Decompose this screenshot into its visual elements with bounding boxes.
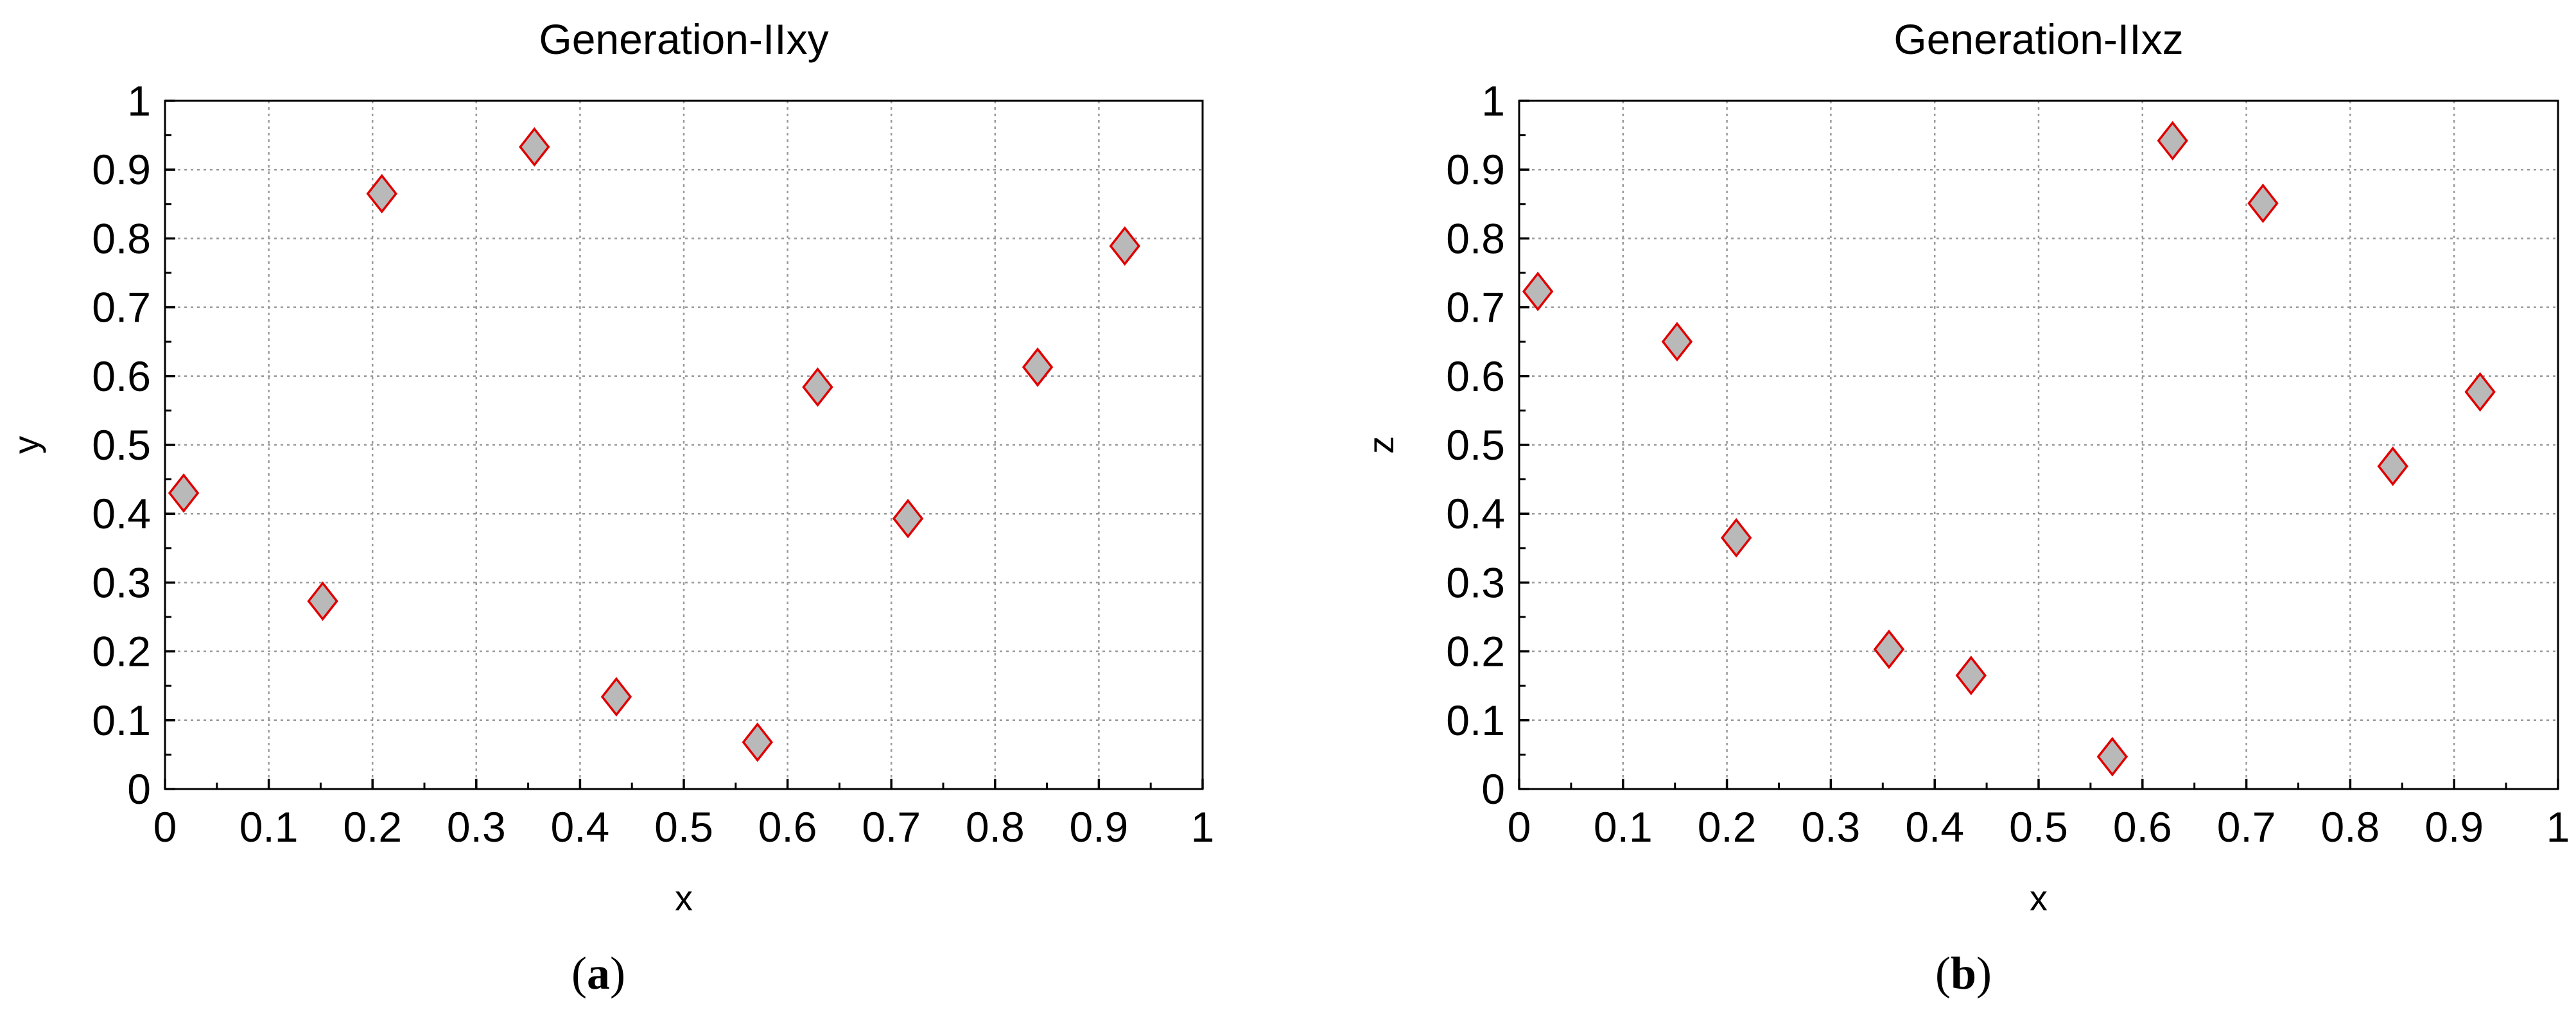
y-tick-label: 0.2 <box>1446 628 1505 675</box>
x-tick-label: 0.1 <box>239 803 299 851</box>
x-tick-label: 1 <box>2546 803 2570 851</box>
grid <box>1519 101 2558 789</box>
y-tick-label: 0.3 <box>1446 559 1505 606</box>
y-tick-label: 0.4 <box>1446 490 1505 537</box>
y-tick-label: 0.5 <box>1446 421 1505 469</box>
y-tick-labels: 0 0.1 0.2 0.3 0.4 0.5 0.6 0.7 0.8 0.9 1 <box>92 77 151 813</box>
data-point <box>2464 372 2496 412</box>
x-tick-label: 0.2 <box>343 803 402 851</box>
y-tick-label: 0.8 <box>1446 214 1505 262</box>
x-tick-label: 0.5 <box>2009 803 2068 851</box>
y-tick-label: 0.2 <box>92 628 151 675</box>
x-tick-label: 0.3 <box>447 803 506 851</box>
x-axis-label: x <box>675 878 693 918</box>
chart-title: Generation-IIxz <box>1893 15 2183 63</box>
x-tick-label: 0 <box>1508 803 1531 851</box>
data-point <box>742 722 773 762</box>
y-tick-label: 0.6 <box>92 352 151 400</box>
panel-caption: (b) <box>1935 948 1992 999</box>
data-point <box>168 473 200 513</box>
data-points <box>1522 121 2496 777</box>
panel-a: Generation-IIxy 0 0.1 0.2 0.3 0.4 0.5 0.6 0.7 0.… <box>6 15 1214 999</box>
x-tick-label: 1 <box>1191 803 1215 851</box>
x-tick-label: 0.8 <box>966 803 1025 851</box>
y-axis-label: y <box>6 436 46 454</box>
data-point <box>600 677 632 717</box>
y-tick-label: 1 <box>1481 77 1505 125</box>
plot-frame <box>1518 100 2559 790</box>
data-point <box>2377 446 2408 487</box>
data-point <box>519 126 550 167</box>
x-tick-label: 0.1 <box>1594 803 1653 851</box>
data-point <box>1022 347 1054 387</box>
y-tick-label: 0.9 <box>92 146 151 193</box>
x-tick-label: 0.4 <box>551 803 610 851</box>
grid <box>165 101 1203 789</box>
y-axis-label: z <box>1361 436 1401 454</box>
x-tick-labels: 0 0.1 0.2 0.3 0.4 0.5 0.6 0.7 0.8 0.9 1 <box>1508 803 2570 851</box>
y-tick-label: 0.4 <box>92 490 151 537</box>
y-tick-label: 0.8 <box>92 214 151 262</box>
x-tick-label: 0.5 <box>654 803 713 851</box>
y-tick-label: 0.7 <box>1446 284 1505 331</box>
panel-caption-letter: a <box>587 948 610 999</box>
x-tick-label: 0.2 <box>1698 803 1757 851</box>
x-tick-label: 0.6 <box>758 803 817 851</box>
y-tick-label: 0.7 <box>92 284 151 331</box>
y-tick-label: 0.9 <box>1446 146 1505 193</box>
x-tick-label: 0.9 <box>1070 803 1129 851</box>
panel-caption-letter: b <box>1951 948 1976 999</box>
x-tick-label: 0.7 <box>2217 803 2276 851</box>
x-tick-label: 0.6 <box>2113 803 2172 851</box>
y-tick-label: 0.1 <box>92 697 151 744</box>
y-tick-label: 0 <box>1481 765 1505 813</box>
x-tick-label: 0.3 <box>1802 803 1861 851</box>
panel-b: Generation-IIxz 0 0.1 0.2 0.3 0.4 0.5 0.6 0.7 0.… <box>1361 15 2570 999</box>
y-tick-label: 0 <box>127 765 151 813</box>
data-point <box>2247 183 2279 223</box>
data-point <box>1873 629 1905 670</box>
x-tick-label: 0.8 <box>2321 803 2380 851</box>
data-point <box>1522 272 1554 311</box>
data-point <box>1955 655 1987 695</box>
y-tick-label: 0.1 <box>1446 697 1505 744</box>
x-tick-labels: 0 0.1 0.2 0.3 0.4 0.5 0.6 0.7 0.8 0.9 1 <box>153 803 1215 851</box>
x-tick-label: 0.9 <box>2424 803 2484 851</box>
panel-caption: (a) <box>571 948 625 999</box>
chart-title: Generation-IIxy <box>539 15 828 63</box>
data-point <box>2157 121 2188 161</box>
data-point <box>2096 736 2128 777</box>
data-point <box>802 367 833 407</box>
y-tick-label: 0.5 <box>92 421 151 469</box>
data-point <box>366 173 397 214</box>
x-tick-label: 0 <box>153 803 177 851</box>
data-points <box>168 126 1141 762</box>
data-point <box>1661 322 1693 362</box>
y-tick-label: 1 <box>127 77 151 125</box>
y-tick-labels: 0 0.1 0.2 0.3 0.4 0.5 0.6 0.7 0.8 0.9 1 <box>1446 77 1505 813</box>
plot-frame <box>164 100 1204 790</box>
x-axis-label: x <box>2030 878 2048 918</box>
y-tick-label: 0.3 <box>92 559 151 606</box>
data-point <box>1720 517 1752 558</box>
data-point <box>307 581 338 621</box>
data-point <box>892 498 924 539</box>
x-tick-label: 0.7 <box>862 803 921 851</box>
y-tick-label: 0.6 <box>1446 352 1505 400</box>
data-point <box>1109 226 1141 266</box>
x-tick-label: 0.4 <box>1905 803 1964 851</box>
